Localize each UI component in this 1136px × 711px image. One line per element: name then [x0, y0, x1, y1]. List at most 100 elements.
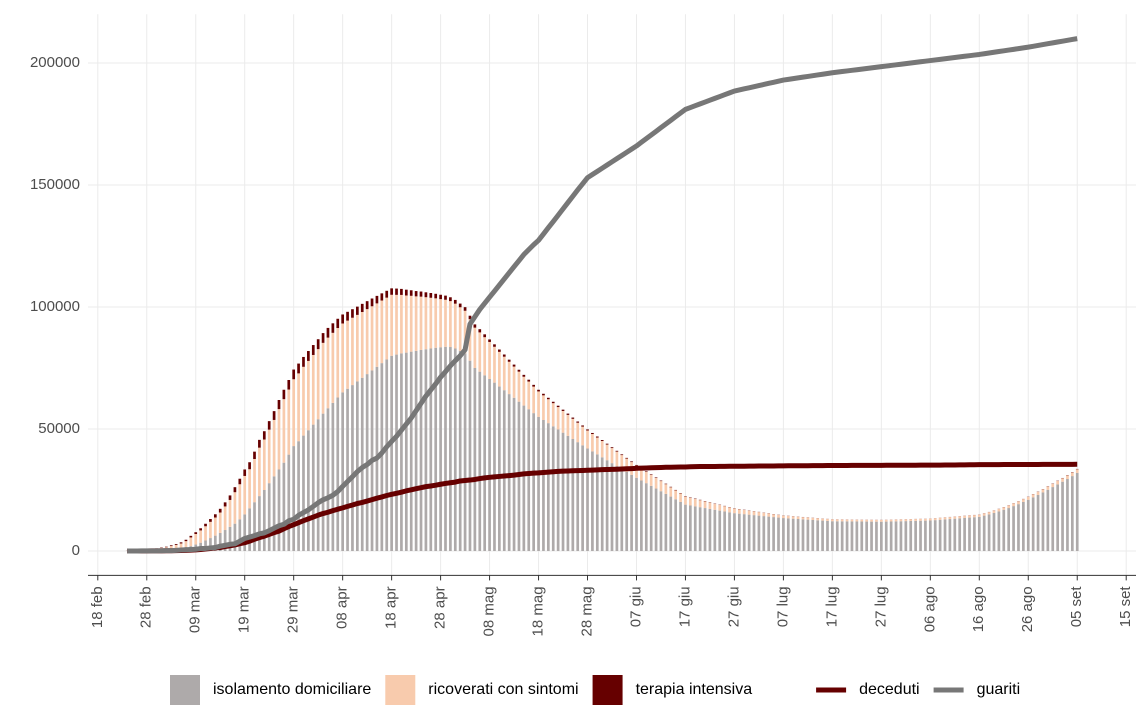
bar-segment [718, 511, 721, 551]
bar-segment [630, 461, 633, 462]
bar-segment [302, 436, 305, 551]
bar-segment [209, 519, 212, 522]
bar-segment [175, 544, 178, 545]
bar-segment [963, 518, 966, 551]
bar-segment [273, 411, 276, 420]
x-tick-label: 05 set [1068, 586, 1085, 628]
bar-segment [400, 295, 403, 353]
bar-segment [498, 350, 501, 352]
bar-segment [356, 307, 359, 315]
bar-segment [748, 515, 751, 551]
bar-segment [704, 508, 707, 551]
bar-segment [459, 304, 462, 308]
bar-segment [753, 515, 756, 551]
bar-segment [625, 458, 628, 459]
bar-segment [341, 392, 344, 551]
bar-segment [601, 441, 604, 457]
bar-segment [635, 478, 638, 551]
bar-segment [248, 469, 251, 508]
bar-segment [934, 520, 937, 551]
bar-segment [278, 409, 281, 469]
bar-segment [660, 481, 663, 491]
bar-segment [351, 385, 354, 551]
bar-segment [415, 291, 418, 296]
y-tick-label: 0 [72, 542, 80, 559]
bar-segment [1037, 495, 1040, 551]
bar-segment [508, 362, 511, 394]
bar-segment [875, 522, 878, 551]
bar-segment [586, 431, 589, 449]
bar-segment [571, 418, 574, 419]
bar-segment [665, 484, 668, 485]
bar-segment [880, 520, 883, 522]
bar-segment [1071, 473, 1074, 477]
bar-segment [860, 522, 863, 551]
bar-segment [454, 348, 457, 551]
bar-segment [900, 521, 903, 551]
bar-segment [616, 466, 619, 551]
bar-segment [478, 372, 481, 551]
bar-segment [571, 439, 574, 551]
bar-segment [425, 292, 428, 297]
bar-segment [880, 522, 883, 551]
bar-segment [474, 324, 477, 327]
bar-segment [371, 298, 374, 306]
bar-segment [674, 490, 677, 499]
bar-segment [552, 403, 555, 426]
bar-segment [811, 520, 814, 551]
bar-segment [185, 541, 188, 547]
y-tick-label: 50000 [38, 420, 80, 437]
x-tick-label: 09 mar [187, 586, 204, 633]
bar-segment [816, 518, 819, 520]
bar-segment [180, 543, 183, 547]
bar-segment [454, 300, 457, 304]
bar-segment [395, 289, 398, 295]
bar-segment [248, 462, 251, 469]
bar-segment [611, 448, 614, 463]
bar-segment [488, 342, 491, 379]
bar-segment [665, 484, 668, 494]
bar-segment [1002, 507, 1005, 510]
bar-segment [596, 437, 599, 438]
bar-segment [895, 520, 898, 522]
bar-segment [772, 517, 775, 551]
bar-segment [420, 297, 423, 350]
bar-segment [1017, 501, 1020, 504]
bar-segment [312, 425, 315, 551]
y-tick-label: 100000 [30, 298, 80, 315]
bar-segment [640, 480, 643, 551]
bar-segment [620, 454, 623, 455]
bar-segment [336, 398, 339, 551]
bar-segment [322, 333, 325, 343]
bar-segment [547, 399, 550, 423]
bar-segment [660, 491, 663, 551]
bar-segment [238, 479, 241, 485]
bar-segment [998, 511, 1001, 551]
bar-segment [802, 519, 805, 551]
bar-segment [429, 298, 432, 349]
bar-segment [616, 452, 619, 467]
bar-segment [743, 510, 746, 514]
bar-segment [1027, 497, 1030, 500]
bar-segment [738, 514, 741, 551]
bar-segment [341, 314, 344, 323]
bar-segment [263, 431, 266, 439]
bar-segment [978, 517, 981, 551]
bar-segment [253, 452, 256, 459]
bar-segment [1022, 499, 1025, 502]
bar-segment [420, 292, 423, 297]
bar-segment [660, 481, 663, 482]
bar-segment [503, 354, 506, 356]
bar-segment [287, 390, 290, 455]
bar-segment [753, 511, 756, 515]
bar-segment [219, 509, 222, 513]
bar-segment [390, 356, 393, 551]
bar-segment [513, 365, 516, 367]
bar-segment [1022, 502, 1025, 551]
bar-segment [493, 383, 496, 551]
bar-segment [978, 515, 981, 517]
bar-segment [958, 518, 961, 551]
bar-segment [332, 403, 335, 551]
bar-segment [562, 433, 565, 551]
bar-segment [1047, 487, 1050, 490]
